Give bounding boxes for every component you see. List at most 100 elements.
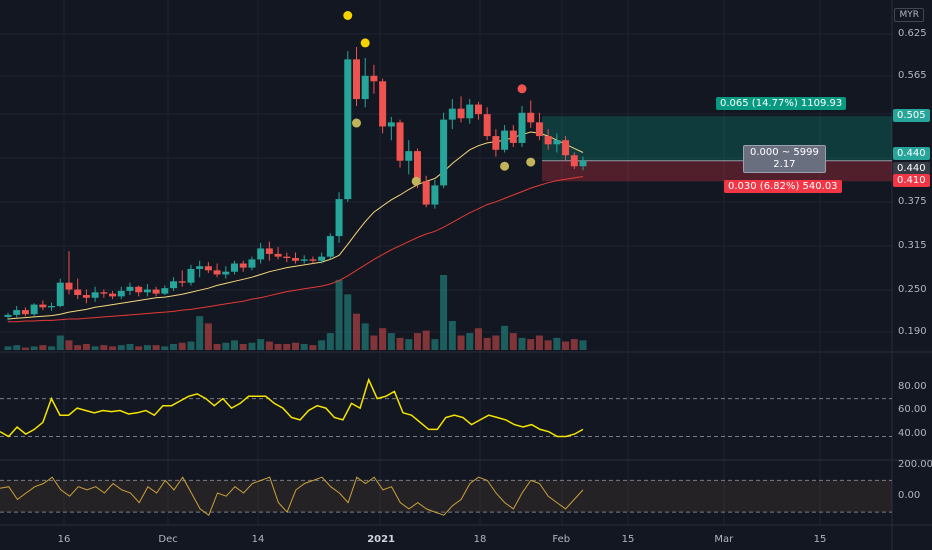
cci-line (0, 476, 584, 516)
candle (91, 286, 99, 302)
volume-bar (544, 340, 552, 350)
time-tick: 15 (621, 534, 635, 545)
price-axis-label: 0.440 (893, 146, 930, 160)
candle (300, 255, 308, 264)
volume-bar (48, 346, 56, 350)
price-tick: 0.315 (898, 240, 927, 251)
candle (65, 251, 73, 295)
volume-bar (344, 294, 352, 350)
candle (74, 278, 82, 300)
signal-dot (411, 176, 421, 186)
price-tick: 0.190 (898, 326, 927, 337)
stop-zone (542, 160, 892, 182)
candle (579, 156, 587, 171)
candle (501, 125, 509, 153)
volume-bar (431, 339, 439, 350)
candle (187, 264, 195, 286)
volume-bar (152, 345, 160, 350)
volume-bar (56, 335, 64, 350)
candle (309, 256, 317, 264)
volume-bar (4, 346, 12, 350)
volume-bar (222, 342, 230, 350)
volume-bar (178, 342, 186, 350)
volume-bar (457, 335, 465, 350)
volume-bar (196, 316, 204, 350)
candle (396, 119, 404, 168)
time-tick: 15 (813, 534, 827, 545)
ma-slow-line (8, 176, 584, 323)
candle (405, 140, 413, 175)
volume-bar (318, 340, 326, 350)
time-tick: 16 (57, 534, 71, 545)
volume-bar (527, 339, 535, 350)
volume-bar (117, 345, 125, 350)
volume-bar (143, 345, 151, 350)
volume-bar (204, 323, 212, 350)
candle (318, 252, 326, 264)
candle (265, 241, 273, 261)
volume-bar (300, 343, 308, 350)
volume-bar (562, 341, 570, 350)
currency-badge[interactable]: MYR (894, 8, 924, 22)
volume-bar (326, 333, 334, 350)
volume-bar (379, 328, 387, 350)
time-tick: Feb (552, 534, 571, 545)
cci-tick: 0.00 (898, 490, 921, 502)
stop-label: 0.030 (6.82%) 540.03 (724, 180, 842, 193)
volume-bar (231, 340, 239, 350)
volume-bar (474, 328, 482, 350)
signal-dot (526, 157, 536, 167)
candle (100, 289, 108, 298)
candle (204, 262, 212, 274)
candle (379, 78, 387, 134)
price-axis-label: 0.440 (893, 161, 930, 175)
candle (440, 112, 448, 189)
volume-bar (483, 337, 491, 350)
candle (370, 64, 378, 94)
candle (570, 152, 578, 169)
volume-bar (448, 320, 456, 350)
volume-bar (100, 345, 108, 350)
volume-bar (440, 275, 448, 350)
time-tick: Dec (158, 534, 178, 545)
cci-tick: 200.00 (898, 458, 932, 470)
volume-bar (135, 346, 143, 350)
volume-bar (13, 345, 21, 350)
volume-bar (361, 323, 369, 350)
signal-dot (517, 84, 527, 94)
volume-bar (570, 339, 578, 350)
volume-bar (518, 337, 526, 350)
volume-bar (248, 342, 256, 350)
volume-bar (466, 333, 474, 350)
volume-bar (265, 341, 273, 350)
volume-bar (21, 347, 29, 350)
volume-bar (387, 333, 395, 350)
candle (544, 129, 552, 150)
candle (178, 270, 186, 287)
candle (248, 256, 256, 271)
candle (143, 284, 151, 297)
volume-bar (126, 343, 134, 350)
candle (39, 300, 47, 311)
volume-bar (161, 346, 169, 350)
candle (535, 112, 543, 141)
candle (466, 99, 474, 124)
volume-bar (109, 346, 117, 350)
candle (352, 47, 360, 106)
candle (170, 277, 178, 291)
volume-bar (82, 343, 90, 350)
signal-dot (343, 11, 353, 21)
candle (222, 266, 230, 279)
time-tick: 18 (473, 534, 487, 545)
volume-bar (579, 340, 587, 350)
volume-bar (170, 343, 178, 350)
candle (518, 105, 526, 148)
volume-bar (30, 346, 38, 350)
candle (213, 263, 221, 278)
candle (562, 136, 570, 161)
volume-bar (509, 333, 517, 350)
candles (4, 47, 587, 321)
candle (361, 57, 369, 108)
time-tick: Mar (714, 534, 734, 545)
